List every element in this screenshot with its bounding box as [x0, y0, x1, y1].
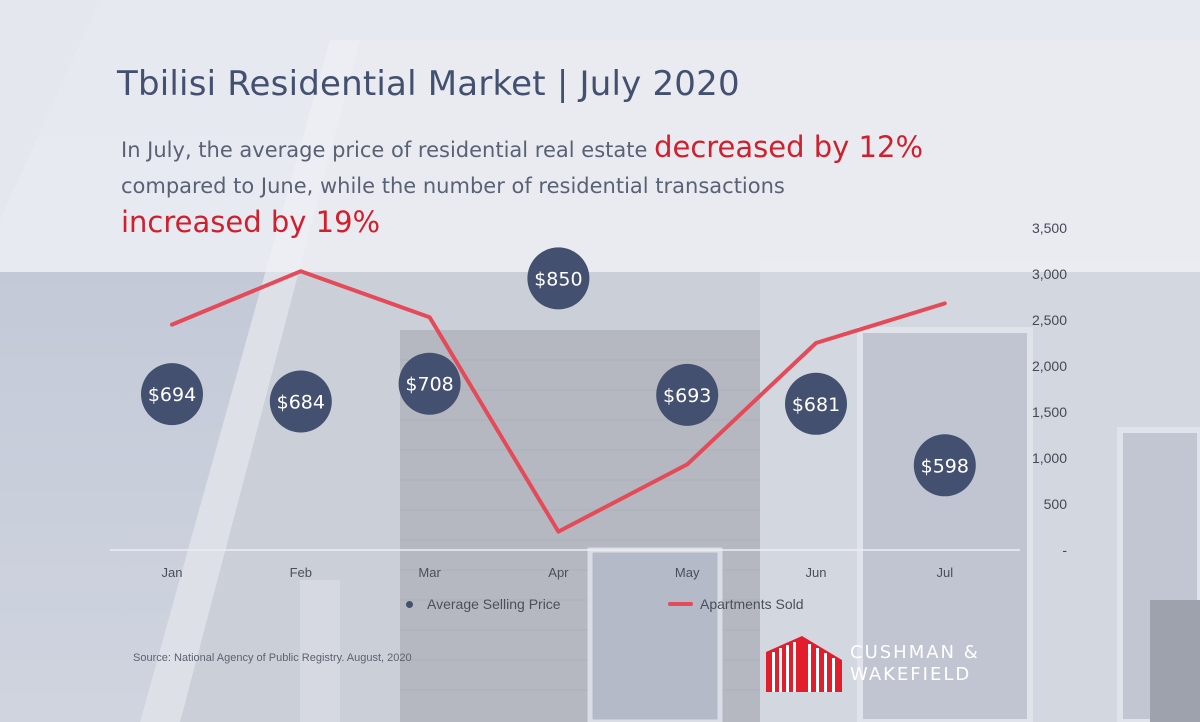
- price-bubble-circle: [656, 363, 719, 426]
- price-bubble-label: $708: [405, 374, 453, 396]
- legend-price-label: Average Selling Price: [427, 596, 561, 612]
- price-bubble-label: $694: [148, 384, 196, 406]
- y-tick-label: -: [1062, 542, 1067, 558]
- legend-sold-label: Apartments Sold: [700, 596, 804, 612]
- price-bubble: $850: [527, 247, 590, 310]
- intro-part1: In July, the average price of residentia…: [121, 138, 655, 162]
- header-band: [0, 0, 1200, 272]
- x-tick-label: Jul: [936, 565, 953, 580]
- brand-name: CUSHMAN & WAKEFIELD: [850, 642, 980, 686]
- y-tick-label: 2,000: [1032, 358, 1067, 374]
- x-tick-label: Jun: [806, 565, 827, 580]
- price-bubble-label: $681: [792, 394, 840, 416]
- brand-line2: WAKEFIELD: [850, 664, 972, 685]
- brand-building-icon: [766, 636, 842, 692]
- brand-logo: CUSHMAN & WAKEFIELD: [766, 636, 1026, 692]
- page-title: Tbilisi Residential Market | July 2020: [117, 64, 740, 104]
- price-bubble-circle: [785, 372, 847, 435]
- price-bubble: $598: [913, 434, 976, 497]
- price-bubble-circle: [398, 352, 461, 415]
- y-tick-label: 2,500: [1032, 312, 1067, 328]
- chart-band: [0, 272, 1200, 722]
- intro-highlight-decrease: decreased by 12%: [654, 130, 923, 164]
- price-bubble-circle: [269, 370, 332, 433]
- legend-apartments-sold: Apartments Sold: [668, 594, 804, 614]
- price-bubble: $681: [785, 372, 847, 435]
- price-bubble-circle: [527, 247, 590, 310]
- intro-part2: compared to June, while the number of re…: [121, 174, 785, 198]
- price-bubble-circle: [141, 363, 203, 426]
- brand-line1: CUSHMAN &: [850, 642, 980, 663]
- y-tick-label: 3,500: [1032, 220, 1067, 236]
- y-tick-label: 500: [1044, 496, 1068, 512]
- price-bubble: $684: [269, 370, 332, 433]
- price-bubble-label: $693: [663, 385, 711, 407]
- y-tick-label: 3,000: [1032, 266, 1067, 282]
- x-tick-label: Mar: [418, 565, 441, 580]
- legend-dot-icon: [406, 600, 413, 608]
- price-bubble-label: $598: [921, 455, 969, 477]
- y-tick-label: 1,500: [1032, 404, 1067, 420]
- y-tick-label: 1,000: [1032, 450, 1067, 466]
- x-tick-label: Apr: [548, 565, 569, 580]
- legend-average-selling-price: Average Selling Price: [406, 594, 561, 614]
- price-bubble-label: $850: [534, 268, 582, 290]
- x-tick-label: May: [675, 565, 700, 580]
- legend-line-icon: [668, 602, 693, 606]
- price-bubble: $693: [656, 363, 719, 426]
- price-bubble: $694: [141, 363, 203, 426]
- price-bubble-label: $684: [277, 392, 325, 414]
- source-note: Source: National Agency of Public Regist…: [133, 652, 412, 664]
- price-bubble: $708: [398, 352, 461, 415]
- intro-highlight-increase: increased by 19%: [121, 205, 381, 239]
- x-tick-label: Jan: [162, 565, 183, 580]
- intro-text: In July, the average price of residentia…: [121, 129, 1021, 243]
- price-bubble-circle: [913, 434, 976, 497]
- x-tick-label: Feb: [290, 565, 312, 580]
